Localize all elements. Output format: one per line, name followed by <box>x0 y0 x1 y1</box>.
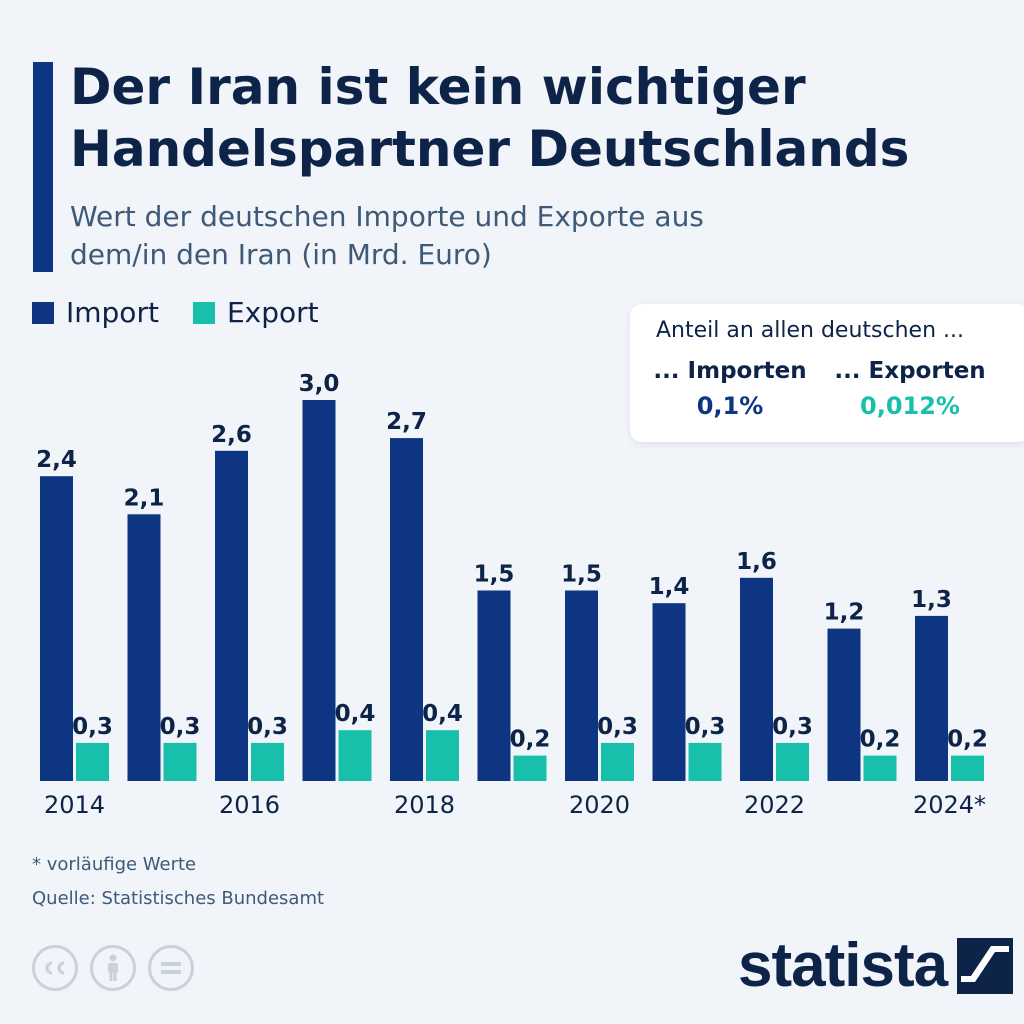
source-note: Quelle: Statistisches Bundesamt <box>32 888 325 909</box>
bar-import-2022 <box>740 577 773 781</box>
data-label-export-2016: 0,3 <box>247 714 288 740</box>
legend-label-import: Import <box>66 296 159 329</box>
x-tick-label-2018: 2018 <box>394 791 455 819</box>
bar-import-2020 <box>565 590 598 781</box>
data-label-import-2020: 1,5 <box>561 562 602 588</box>
bar-export-2024 <box>951 755 984 781</box>
share-import-value: 0,1% <box>696 392 764 420</box>
chart-title: Der Iran ist kein wichtiger Handelspartn… <box>70 58 910 178</box>
equals-icon <box>148 945 194 991</box>
bar-export-2022 <box>776 742 809 781</box>
legend-label-export: Export <box>226 296 319 329</box>
share-info-box: Anteil an allen deutschen ... ... Import… <box>630 304 1024 442</box>
bar-import-2017 <box>302 400 336 781</box>
footnote: * vorläufige Werte <box>32 854 197 875</box>
cc-icon <box>32 945 78 991</box>
legend-item-import: Import <box>32 296 159 329</box>
x-tick-label-2020: 2020 <box>569 791 630 819</box>
data-label-export-2024: 0,2 <box>947 727 988 753</box>
bar-import-2014 <box>40 476 73 781</box>
data-label-import-2017: 3,0 <box>299 371 340 397</box>
bar-export-2020 <box>601 742 634 781</box>
bar-export-2015 <box>163 742 197 781</box>
share-export-label: ... Exporten <box>834 358 986 384</box>
statista-logo: statista <box>738 930 1014 1001</box>
data-label-import-2018: 2,7 <box>386 409 427 435</box>
data-label-export-2022: 0,3 <box>772 714 813 740</box>
legend-swatch-export <box>192 301 215 324</box>
bar-export-2018 <box>426 730 459 781</box>
title-accent-bar <box>33 62 53 272</box>
data-label-export-2014: 0,3 <box>72 714 113 740</box>
bar-export-2021 <box>688 742 722 781</box>
data-label-export-2017: 0,4 <box>335 701 376 727</box>
share-heading: Anteil an allen deutschen ... <box>656 318 964 343</box>
logo-text: statista <box>738 931 948 1000</box>
logo-mark-icon <box>957 937 1014 994</box>
bar-export-2017 <box>338 730 372 781</box>
chart-subtitle: Wert der deutschen Importe und Exporte a… <box>70 200 704 271</box>
bar-import-2018 <box>390 438 423 781</box>
bar-import-2021 <box>652 603 686 781</box>
data-label-export-2021: 0,3 <box>685 714 726 740</box>
bar-export-2016 <box>251 742 284 781</box>
bar-import-2016 <box>215 450 248 781</box>
data-label-export-2023: 0,2 <box>860 727 901 753</box>
bar-export-2014 <box>76 742 109 781</box>
bar-import-2023 <box>827 628 861 781</box>
data-label-import-2023: 1,2 <box>824 600 865 626</box>
data-label-import-2015: 2,1 <box>124 485 165 511</box>
share-import-column: ... Importen 0,1% <box>640 356 820 426</box>
data-label-export-2020: 0,3 <box>597 714 638 740</box>
data-label-import-2019: 1,5 <box>474 562 515 588</box>
person-icon <box>90 945 136 991</box>
data-label-import-2022: 1,6 <box>736 549 777 575</box>
data-label-import-2021: 1,4 <box>649 574 690 600</box>
bar-import-2019 <box>477 590 511 781</box>
share-export-value: 0,012% <box>860 392 960 420</box>
data-label-import-2014: 2,4 <box>36 447 77 473</box>
data-label-export-2019: 0,2 <box>510 727 551 753</box>
legend: Import Export <box>32 296 353 329</box>
data-label-export-2015: 0,3 <box>160 714 201 740</box>
bar-import-2015 <box>127 514 161 781</box>
x-tick-label-2022: 2022 <box>744 791 805 819</box>
data-label-import-2024: 1,3 <box>911 587 952 613</box>
legend-item-export: Export <box>192 296 319 329</box>
license-icons <box>32 945 206 991</box>
bar-export-2019 <box>513 755 547 781</box>
x-tick-label-2016: 2016 <box>219 791 280 819</box>
legend-swatch-import <box>32 301 54 324</box>
bar-import-2024 <box>915 615 948 781</box>
data-label-export-2018: 0,4 <box>422 701 463 727</box>
share-import-label: ... Importen <box>653 358 807 384</box>
share-export-column: ... Exporten 0,012% <box>820 356 1000 426</box>
data-label-import-2016: 2,6 <box>211 422 252 448</box>
x-tick-label-2024: 2024* <box>913 791 986 819</box>
bar-export-2023 <box>863 755 897 781</box>
x-tick-label-2014: 2014 <box>44 791 105 819</box>
